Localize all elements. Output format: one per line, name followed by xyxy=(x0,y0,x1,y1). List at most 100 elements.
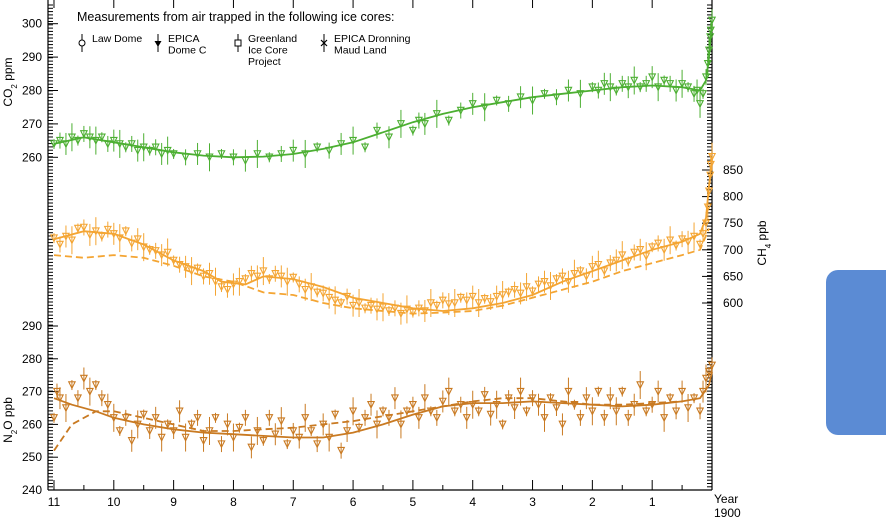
n2o-data-point xyxy=(510,404,519,413)
ch4-data-point xyxy=(648,243,657,252)
n2o-data-point xyxy=(678,387,687,397)
n2o-data-point xyxy=(61,404,71,413)
x-tick-label: 9 xyxy=(170,495,177,509)
co2-data-point xyxy=(695,100,705,109)
n2o-data-point xyxy=(343,427,352,436)
co2-data-point xyxy=(241,156,250,166)
co2-data-point xyxy=(91,136,100,146)
co2-data-point xyxy=(325,146,334,156)
ch4-data-point xyxy=(313,288,322,297)
n2o-data-point xyxy=(683,404,693,413)
square-marker-icon xyxy=(234,34,242,52)
legend-item-label: EPICA Dronning xyxy=(334,33,411,45)
ch4-data-point xyxy=(703,203,712,212)
n2o-data-point xyxy=(396,420,406,429)
co2-data-point xyxy=(612,86,621,95)
n2o-data-point xyxy=(704,368,714,377)
co2-data-point xyxy=(698,90,708,99)
n2o-data-point xyxy=(630,400,639,410)
x-tick-label: 3 xyxy=(529,495,536,509)
ch4-data-point xyxy=(408,308,417,318)
co2-data-point xyxy=(654,83,663,92)
n2o-data-point xyxy=(175,407,184,416)
ch4-data-point xyxy=(540,277,549,287)
co2-tick-label: 260 xyxy=(22,150,42,164)
n2o-data-point xyxy=(127,437,136,446)
ch4-data-point xyxy=(456,293,465,303)
co2-data-point xyxy=(564,86,573,95)
co2-data-point xyxy=(540,90,549,99)
co2-data-point xyxy=(636,83,645,92)
n2o-data-point xyxy=(456,400,465,410)
x-tick-label: 5 xyxy=(410,495,417,509)
n2o-data-point xyxy=(707,361,717,370)
ch4-data-point xyxy=(73,224,82,233)
co2-data-point xyxy=(504,100,513,109)
co2-data-point xyxy=(456,106,465,115)
ch4-data-point xyxy=(163,248,172,257)
n2o-data-point xyxy=(414,414,423,423)
ch4-data-point xyxy=(510,285,519,295)
n2o-tick-label: 280 xyxy=(22,352,42,366)
co2-data-point xyxy=(85,133,94,142)
x-marker-icon xyxy=(320,34,328,52)
n2o-data-point xyxy=(552,404,561,413)
n2o-data-point xyxy=(319,420,328,429)
n2o-data-point xyxy=(432,414,441,423)
co2-data-point xyxy=(618,80,627,89)
ch4-data-point xyxy=(301,285,310,295)
n2o-tick-label: 240 xyxy=(22,483,42,497)
co2-data-point xyxy=(666,80,675,89)
legend: Measurements from air trapped in the fol… xyxy=(77,10,411,68)
n2o-data-point xyxy=(157,433,166,442)
ch4-data-point xyxy=(217,283,226,292)
co2-data-point xyxy=(588,83,597,92)
n2o-tick-label: 260 xyxy=(22,417,42,431)
ch4-data-point xyxy=(612,256,621,265)
co2-tick-label: 270 xyxy=(22,117,42,131)
n2o-series xyxy=(49,357,717,459)
ch4-data-point xyxy=(253,272,262,281)
co2-data-point xyxy=(193,150,202,159)
co2-data-point xyxy=(408,126,417,136)
x-tick-label: 10 xyxy=(107,495,121,509)
n2o-data-point xyxy=(660,414,669,423)
co2-data-point xyxy=(630,76,639,85)
ch4-data-point xyxy=(522,283,531,292)
ch4-data-point xyxy=(354,299,364,308)
co2-data-point xyxy=(642,80,651,89)
ch4-data-point xyxy=(295,280,304,289)
ch4-data-point xyxy=(534,280,543,289)
axes-layer: 260 270 280 290 300 600 650 700 750 800 850 240 250 2… xyxy=(1,0,773,520)
ch4-data-point xyxy=(366,301,376,311)
ch4-data-point xyxy=(319,289,328,298)
ch4-data-point xyxy=(450,299,459,308)
co2-data-point xyxy=(103,140,112,149)
ch4-data-point xyxy=(498,291,507,300)
ch4-data-point xyxy=(97,232,106,241)
ch4-data-point xyxy=(151,247,160,256)
n2o-tick-label: 290 xyxy=(22,319,42,333)
ch4-data-point xyxy=(343,292,352,302)
n2o-data-point xyxy=(672,407,681,416)
co2-data-point xyxy=(121,143,130,152)
n2o-axis-label: N2O ppb xyxy=(1,397,19,443)
n2o-data-point xyxy=(498,420,507,429)
ch4-data-point xyxy=(211,277,220,287)
ch4-smooth-line-dashed xyxy=(53,228,710,315)
co2-data-point xyxy=(606,83,615,92)
side-tab[interactable] xyxy=(826,270,886,435)
ch4-data-point xyxy=(378,303,388,312)
ch4-data-point xyxy=(307,283,316,292)
ch4-data-point xyxy=(420,307,429,316)
co2-data-point xyxy=(683,83,693,92)
n2o-tick-label: 250 xyxy=(22,450,42,464)
n2o-data-point xyxy=(366,400,376,410)
ch4-data-point xyxy=(516,289,525,298)
co2-data-point xyxy=(67,133,77,142)
ch4-data-point xyxy=(624,257,633,266)
co2-data-point xyxy=(516,93,525,102)
n2o-data-point xyxy=(55,394,65,403)
ch4-data-point xyxy=(689,232,699,241)
co2-axis-label: CO2 ppm xyxy=(1,57,19,106)
